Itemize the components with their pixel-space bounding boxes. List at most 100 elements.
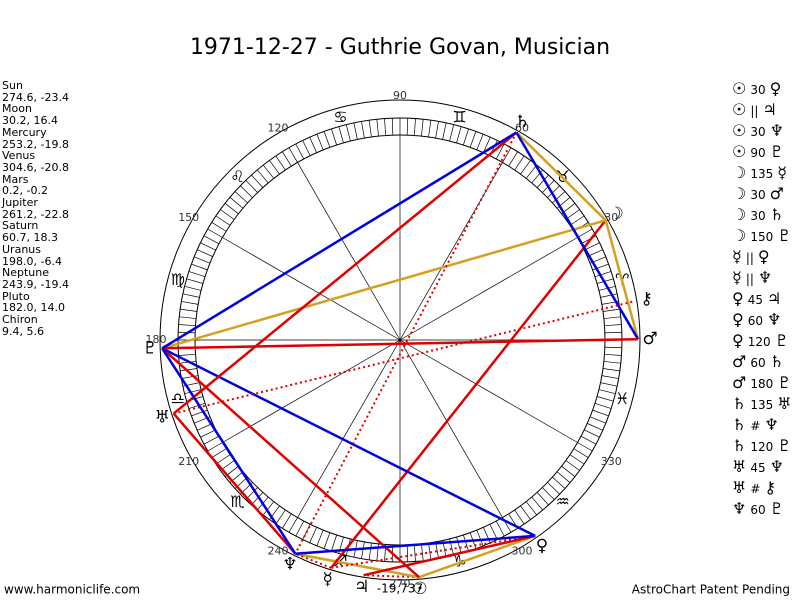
ring-hatch [257, 169, 269, 184]
ring-hatch [184, 285, 202, 291]
ring-hatch [561, 465, 576, 477]
ring-hatch [180, 308, 198, 312]
ring-hatch [368, 120, 372, 138]
aspect-part: ♀ [757, 247, 770, 266]
aspect-row: ☿ || ♀ [730, 247, 794, 268]
ring-hatch [547, 185, 560, 198]
ring-hatch [188, 271, 206, 277]
aspect-row: ♅ # ⚷ [730, 478, 794, 499]
ring-hatch [288, 517, 298, 533]
planet-name: Saturn [2, 219, 39, 233]
ring-hatch [391, 118, 394, 136]
ring-hatch [489, 524, 498, 540]
ring-hatch [234, 191, 248, 204]
aspect-part: ♆ [732, 499, 747, 518]
ring-hatch [483, 137, 491, 153]
aspect-part: 30 [750, 188, 766, 202]
planet-glyph: ♂ [642, 329, 657, 349]
aspect-part: ♇ [769, 499, 784, 518]
aspect-row: ☉ 30 ♆ [730, 121, 794, 142]
house-line [399, 339, 503, 518]
house-line [399, 237, 578, 341]
ring-hatch [191, 263, 208, 271]
ring-hatch [220, 209, 235, 220]
ring-hatch [565, 209, 580, 220]
ring-hatch [514, 509, 525, 525]
ring-hatch [525, 164, 537, 179]
aspect-part: ♀ [732, 289, 744, 308]
zodiac-sign: ♑ [452, 552, 466, 571]
planet-coords: 0.2, -0.2 [2, 184, 48, 198]
aspect-row: ☉ 30 ♀ [730, 79, 794, 100]
ring-hatch [573, 448, 589, 458]
ring-hatch [181, 375, 199, 379]
aspect-line [172, 131, 518, 415]
aspect-part: ☉ [732, 142, 747, 161]
aspect-line [515, 131, 607, 222]
ring-hatch [594, 403, 612, 409]
aspect-row: ♂ 180 ♇ [730, 373, 794, 394]
ring-hatch [181, 301, 199, 305]
ring-hatch [179, 316, 197, 319]
ring-hatch [188, 403, 206, 409]
aspect-part: || [745, 272, 754, 286]
ring-hatch [200, 429, 216, 438]
ring-hatch [275, 155, 286, 171]
degree-label: 300 [512, 544, 533, 557]
ring-hatch [421, 543, 424, 561]
aspect-line [295, 534, 536, 555]
aspect-line [161, 131, 518, 350]
house-line [222, 237, 401, 341]
ring-hatch [178, 353, 196, 356]
aspect-part: ⚷ [764, 478, 777, 497]
planet-name: Neptune [2, 266, 50, 280]
aspect-part: ☉ [732, 121, 747, 140]
ring-hatch [207, 442, 223, 452]
aspect-part: 30 [750, 209, 766, 223]
ring-hatch [556, 471, 571, 483]
planet-glyph: ⚷ [640, 289, 652, 309]
ring-hatch [604, 353, 622, 356]
ring-hatch [601, 375, 619, 379]
ring-hatch [536, 174, 549, 188]
planet-coords: 182.0, 14.0 [2, 301, 65, 315]
note: -19,737 [377, 582, 423, 596]
aspect-row: ♄ 135 ♅ [730, 394, 794, 415]
ring-hatch [384, 118, 387, 136]
ring-hatch [309, 527, 317, 543]
planet-name: Mercury [2, 125, 47, 139]
footer-left: www.harmoniclife.com [4, 583, 140, 597]
aspect-row: ♄ 120 ♇ [730, 436, 794, 457]
planet-coords: 261.2, -22.8 [2, 207, 69, 221]
aspect-part: ☿ [732, 268, 742, 287]
aspect-line [161, 347, 420, 579]
aspect-list: ☉ 30 ♀ ☉ || ♃ ☉ 30 ♆ ☉ 90 ♇ ☽ 135 ☿ ☽ 30 ♂ ☽ 30 ♄ ☽ 150 ♇ ☿ || ♀ ☿ |… [730, 79, 794, 520]
ring-hatch [495, 143, 505, 160]
degree-label: 120 [268, 122, 289, 135]
aspect-part: 60 [747, 314, 763, 328]
ring-hatch [577, 442, 593, 452]
aspect-row: ☽ 150 ♇ [730, 226, 794, 247]
ring-hatch [345, 124, 351, 142]
ring-hatch [456, 536, 462, 554]
aspect-line [515, 131, 640, 340]
planet-name: Moon [2, 102, 32, 116]
ring-hatch [203, 235, 220, 245]
aspect-part: ♇ [777, 373, 792, 392]
planet-coords: 253.2, -19.8 [2, 137, 69, 151]
aspect-line [331, 534, 536, 569]
planet-coords: 243.9, -19.4 [2, 277, 69, 291]
planet-name: Pluto [2, 289, 30, 303]
ring-hatch [406, 118, 409, 136]
aspect-line [161, 347, 297, 555]
ring-hatch [184, 389, 202, 395]
planet-coords: 60.7, 18.3 [2, 231, 58, 245]
ring-hatch [353, 122, 358, 140]
ring-hatch [565, 460, 580, 471]
ring-hatch [600, 293, 618, 298]
zodiac-sign: ♍ [171, 270, 185, 289]
house-line [399, 339, 578, 443]
ring-hatch [547, 482, 560, 495]
aspect-part: 45 [750, 461, 766, 475]
